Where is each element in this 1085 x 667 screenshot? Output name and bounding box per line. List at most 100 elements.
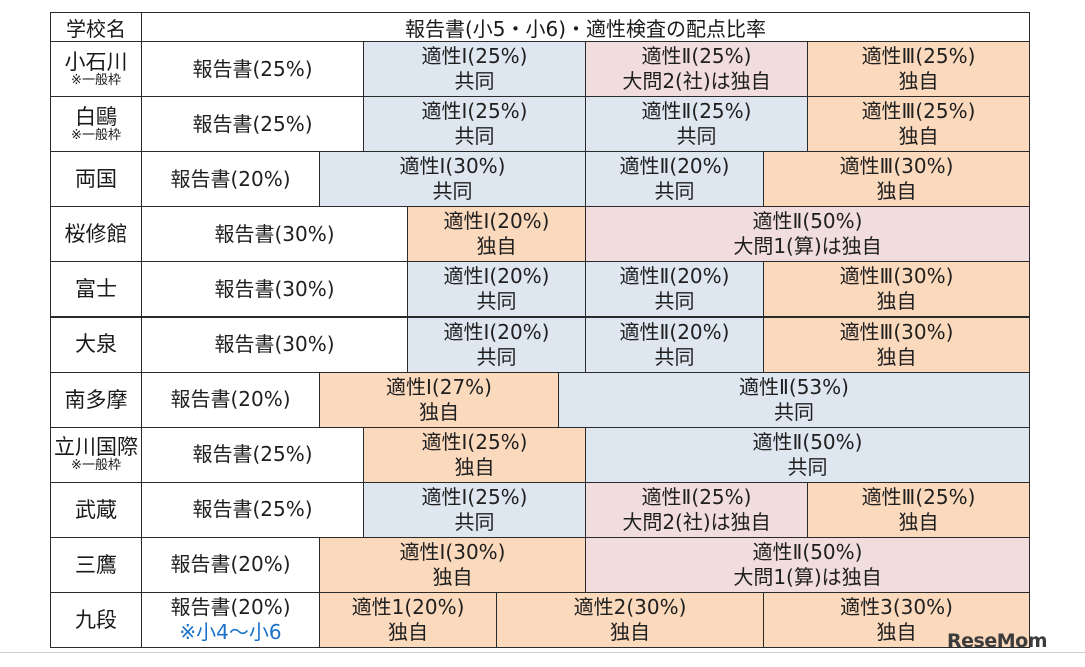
segment-label: 報告書(20%)	[170, 552, 291, 577]
segment-label: 適性Ⅰ(20%)	[443, 209, 550, 234]
exam-segment: 適性Ⅰ(25%) 共同	[363, 481, 586, 538]
segment-type: 独自	[876, 289, 917, 314]
segment-label: 適性Ⅱ(25%)	[641, 44, 752, 69]
segment-type: 独自	[898, 124, 939, 149]
school-name-note: ※一般枠	[71, 458, 121, 474]
segment-type: 独自	[876, 179, 917, 204]
segment-label: 報告書(25%)	[192, 442, 313, 467]
school-name-cell: 九段	[50, 592, 142, 649]
segment-label: 適性Ⅰ(27%)	[386, 374, 492, 399]
report-segment: 報告書(25%)	[141, 41, 364, 98]
exam-segment: 適性Ⅰ(25%) 共同	[363, 96, 586, 153]
segment-type: 独自	[454, 454, 495, 479]
school-name-cell: 大泉	[50, 316, 142, 373]
segment-type: 共同	[654, 344, 695, 369]
exam-segment: 適性Ⅱ(50%) 大問1(算)は独自	[585, 206, 1030, 263]
segment-type: 独自	[876, 344, 917, 369]
school-name-cell: 小石川 ※一般枠	[50, 41, 142, 98]
exam-segment: 適性Ⅱ(20%) 共同	[585, 261, 764, 318]
segment-type: 共同	[654, 289, 695, 314]
report-segment: 報告書(25%)	[141, 96, 364, 153]
segment-label: 適性Ⅱ(20%)	[619, 264, 730, 289]
segment-type: 大問1(算)は独自	[733, 234, 882, 259]
segment-label: 適性Ⅰ(25%)	[421, 44, 528, 69]
segment-label: 適性Ⅱ(53%)	[739, 374, 849, 399]
exam-segment: 適性Ⅰ(20%) 独自	[407, 206, 586, 263]
school-name: 白鷗	[75, 104, 117, 129]
school-name-cell: 富士	[50, 261, 142, 318]
segment-label: 適性Ⅰ(25%)	[421, 484, 528, 509]
exam-segment: 適性Ⅱ(53%) 共同	[558, 371, 1030, 428]
segment-type: 大問2(社)は独自	[622, 509, 771, 534]
segment-label: 適性Ⅱ(50%)	[752, 209, 863, 234]
segment-type: 独自	[898, 69, 939, 94]
segment-label: 適性Ⅰ(25%)	[421, 99, 528, 124]
segment-type: 共同	[676, 124, 717, 149]
school-name-cell: 両国	[50, 151, 142, 208]
exam-segment: 適性Ⅰ(25%) 独自	[363, 426, 586, 483]
segment-label: 適性Ⅱ(20%)	[619, 319, 730, 344]
segment-label: 適性1(20%)	[351, 595, 465, 620]
segment-label: 適性Ⅱ(25%)	[641, 99, 752, 124]
segment-type: 独自	[388, 620, 428, 645]
segment-label: 報告書(30%)	[214, 221, 335, 246]
exam-segment: 適性Ⅰ(30%) 独自	[319, 536, 586, 593]
school-name-cell: 桜修館	[50, 206, 142, 263]
exam-segment: 適性Ⅰ(25%) 共同	[363, 41, 586, 98]
segment-type: 独自	[432, 564, 473, 589]
segment-label: 適性Ⅰ(20%)	[443, 264, 550, 289]
segment-label: 適性Ⅰ(30%)	[399, 154, 506, 179]
segment-label: 適性Ⅲ(30%)	[839, 154, 954, 179]
segment-label: 適性Ⅲ(30%)	[839, 319, 954, 344]
segment-type: 独自	[476, 234, 517, 259]
segment-type: 共同	[476, 289, 517, 314]
report-segment: 報告書(20%)	[141, 371, 320, 428]
report-segment: 報告書(20%)	[141, 536, 320, 593]
school-name: 大泉	[75, 332, 117, 357]
exam-segment: 適性Ⅱ(20%) 共同	[585, 151, 764, 208]
report-segment: 報告書(20%)	[141, 151, 320, 208]
segment-label: 適性Ⅲ(25%)	[861, 484, 976, 509]
exam-segment: 適性2(30%) 独自	[496, 592, 764, 649]
exam-segment: 適性Ⅲ(30%) 独自	[763, 261, 1030, 318]
school-name: 富士	[75, 277, 117, 302]
school-name-cell: 武蔵	[50, 481, 142, 538]
school-name-cell: 南多摩	[50, 371, 142, 428]
exam-segment: 適性Ⅲ(25%) 独自	[807, 96, 1030, 153]
segment-label: 適性Ⅲ(25%)	[861, 44, 976, 69]
exam-segment: 適性Ⅲ(30%) 独自	[763, 151, 1030, 208]
segment-type: 独自	[876, 620, 917, 645]
school-name: 三鷹	[75, 552, 117, 577]
school-name: 九段	[75, 607, 117, 632]
segment-label: 適性Ⅲ(30%)	[839, 264, 954, 289]
segment-label: 適性Ⅰ(20%)	[443, 319, 550, 344]
exam-segment: 適性Ⅰ(20%) 共同	[407, 261, 586, 318]
segment-label: 適性Ⅱ(50%)	[752, 429, 863, 454]
segment-label: 適性Ⅱ(25%)	[641, 484, 752, 509]
school-name: 両国	[75, 167, 117, 192]
header-school-name: 学校名	[50, 12, 142, 42]
segment-type: 独自	[610, 620, 650, 645]
school-name-cell: 立川国際 ※一般枠	[50, 426, 142, 483]
school-name-note: ※一般枠	[71, 127, 121, 143]
exam-segment: 適性Ⅱ(25%) 共同	[585, 96, 808, 153]
segment-type: 共同	[454, 509, 495, 534]
segment-type: 共同	[432, 179, 473, 204]
segment-label: 適性3(30%)	[840, 595, 953, 620]
segment-label: 適性Ⅰ(30%)	[399, 539, 506, 564]
segment-type: 共同	[774, 399, 814, 424]
segment-label: 報告書(25%)	[192, 56, 313, 81]
segment-type: 共同	[454, 124, 495, 149]
school-name-note: ※一般枠	[71, 72, 121, 88]
exam-segment: 適性Ⅰ(27%) 独自	[319, 371, 559, 428]
school-name-cell: 白鷗 ※一般枠	[50, 96, 142, 153]
school-name: 立川国際	[54, 435, 138, 460]
segment-label: 適性Ⅱ(20%)	[619, 154, 730, 179]
segment-label: 適性Ⅲ(25%)	[861, 99, 976, 124]
segment-label: 報告書(30%)	[214, 332, 335, 357]
page-bottom-rule	[0, 652, 1085, 653]
segment-type: 独自	[419, 399, 459, 424]
exam-segment: 適性Ⅱ(50%) 大問1(算)は独自	[585, 536, 1030, 593]
segment-type: 共同	[787, 454, 828, 479]
segment-type: 共同	[454, 69, 495, 94]
